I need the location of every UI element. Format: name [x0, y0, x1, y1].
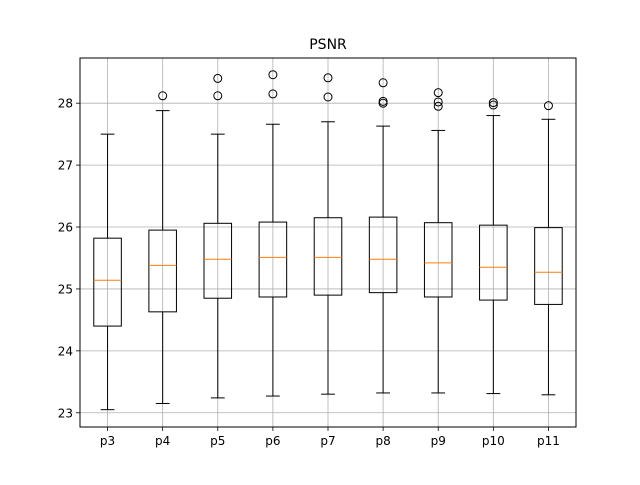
box-group-p11: [534, 101, 563, 396]
outlier-point: [378, 78, 388, 88]
x-tick-label: p6: [265, 434, 280, 448]
iqr-box: [479, 224, 508, 301]
outlier-point: [268, 89, 278, 99]
axis-layer: p3 p4 p5 p6 p7 p8 p9 p10 p11 23 24 25 26 27 28: [58, 97, 560, 448]
y-tick-label: 27: [58, 159, 73, 173]
y-tick-label: 24: [58, 344, 73, 358]
y-tick-label: 25: [58, 282, 73, 296]
outlier-point: [213, 73, 223, 83]
outlier-point: [268, 70, 278, 80]
iqr-box: [423, 222, 453, 298]
box-group-p5: [203, 73, 233, 399]
box-group-p4: [148, 91, 177, 404]
iqr-box: [258, 221, 288, 298]
x-tick-label: p4: [155, 434, 170, 448]
outlier-point: [323, 92, 333, 102]
outlier-point: [158, 91, 168, 101]
iqr-box: [313, 217, 343, 296]
y-tick-label: 23: [58, 406, 73, 420]
iqr-box: [534, 227, 563, 305]
outlier-point: [433, 101, 443, 111]
x-tick-label: p3: [100, 434, 115, 448]
x-tick-label: p5: [210, 434, 225, 448]
outlier-point: [433, 97, 443, 107]
box-group-p7: [313, 73, 343, 395]
x-tick-label: p11: [537, 434, 560, 448]
outlier-point: [213, 91, 223, 101]
outlier-point: [488, 100, 498, 110]
box-layer: [93, 70, 563, 411]
y-tick-label: 28: [58, 97, 73, 111]
outlier-point: [433, 88, 443, 98]
box-group-p6: [258, 70, 288, 397]
box-group-p8: [368, 78, 398, 394]
x-tick-label: p9: [431, 434, 446, 448]
x-tick-label: p10: [482, 434, 505, 448]
iqr-box: [203, 222, 233, 299]
x-tick-label: p8: [375, 434, 390, 448]
outlier-point: [543, 101, 553, 111]
outlier-point: [378, 96, 388, 106]
box-group-p9: [423, 88, 453, 394]
iqr-box: [368, 216, 398, 294]
iqr-box: [93, 237, 122, 327]
outlier-point: [323, 73, 333, 83]
chart-title: PSNR: [309, 37, 347, 53]
y-tick-label: 26: [58, 221, 73, 235]
outlier-point: [488, 98, 498, 108]
box-group-p3: [93, 133, 122, 411]
iqr-box: [148, 229, 177, 313]
box-group-p10: [479, 98, 508, 395]
x-tick-label: p7: [320, 434, 335, 448]
